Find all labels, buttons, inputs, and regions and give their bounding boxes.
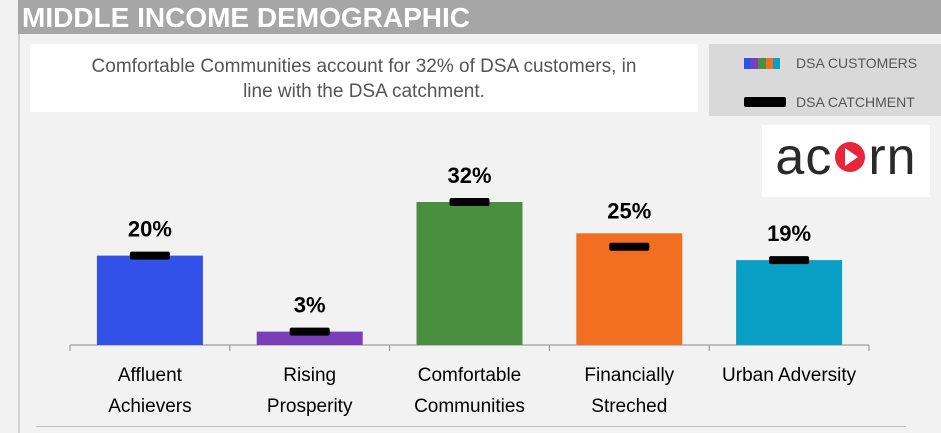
legend-label-customers: DSA CUSTOMERS	[796, 55, 918, 71]
category-label: Prosperity	[267, 396, 353, 417]
legend-item-catchment: DSA CATCHMENT	[744, 92, 915, 112]
category-label: Rising	[283, 365, 336, 386]
bar-dsa-customers	[256, 331, 363, 345]
data-label: 19%	[767, 221, 811, 246]
category-label: Financially	[584, 365, 674, 386]
category-label: Affluent	[118, 365, 183, 386]
acorn-logo-text: ac rn	[775, 128, 917, 186]
bar-dsa-customers	[416, 202, 523, 345]
legend-item-customers: DSA CUSTOMERS	[744, 53, 917, 73]
data-label: 3%	[294, 293, 326, 318]
legend-swatch-catchment	[744, 97, 786, 107]
legend-swatch-segment	[751, 57, 759, 69]
data-label: 32%	[447, 163, 491, 188]
bar-dsa-customers	[576, 233, 683, 345]
bar-dsa-customers	[96, 255, 203, 345]
category-label: Comfortable	[418, 365, 522, 386]
bottom-divider	[36, 426, 906, 427]
left-divider	[18, 34, 20, 433]
legend-swatch-segment	[744, 57, 752, 69]
category-label: Streched	[591, 396, 667, 417]
legend-swatch-segment	[772, 57, 781, 69]
category-label: Urban Adversity	[722, 365, 857, 386]
legend-swatch-segment	[765, 57, 773, 69]
page-title: MIDDLE INCOME DEMOGRAPHIC	[22, 2, 470, 33]
subtitle-line-2: line with the DSA catchment.	[243, 81, 485, 102]
acorn-logo: ac rn	[762, 125, 930, 197]
subtitle-line-1: Comfortable Communities account for 32% …	[91, 56, 637, 77]
legend-swatch-customers	[744, 57, 781, 69]
bar-dsa-customers	[736, 260, 843, 345]
catchment-marker	[129, 251, 170, 260]
category-label: Achievers	[108, 396, 191, 417]
legend-label-catchment: DSA CATCHMENT	[796, 94, 915, 110]
legend: DSA CUSTOMERS DSA CATCHMENT	[709, 44, 941, 116]
data-label: 25%	[607, 198, 651, 223]
catchment-marker	[289, 327, 330, 336]
data-label: 20%	[128, 217, 172, 242]
acorn-logo-arrow-icon	[835, 142, 866, 172]
legend-swatch-segment	[758, 57, 766, 69]
subtitle-text: Comfortable Communities account for 32% …	[30, 54, 698, 104]
subtitle-box: Comfortable Communities account for 32% …	[30, 44, 698, 112]
header-bar	[18, 0, 941, 34]
catchment-marker	[609, 242, 650, 251]
catchment-marker	[769, 256, 810, 265]
category-label: Communities	[414, 396, 525, 417]
catchment-marker	[449, 198, 490, 206]
